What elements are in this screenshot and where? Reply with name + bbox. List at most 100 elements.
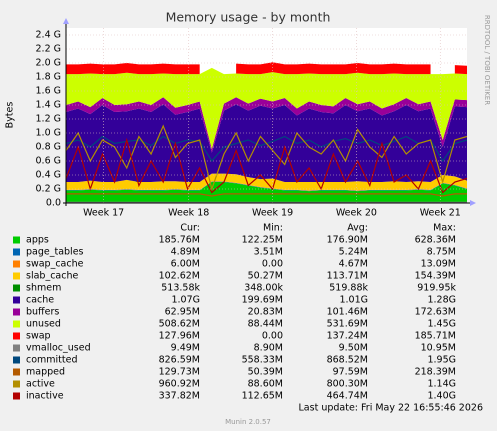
legend-value: 508.62M	[159, 319, 200, 330]
legend-value: 20.83M	[248, 307, 283, 318]
legend-name: vmalloc_used	[26, 343, 91, 354]
y-tick-label: 0.0	[46, 198, 61, 209]
legend-value: 628.36M	[415, 235, 456, 246]
y-tick-label: 0.2 G	[36, 184, 62, 195]
version: Munin 2.0.57	[225, 418, 271, 426]
legend-value: 800.30M	[327, 379, 368, 390]
legend-swatch	[13, 284, 20, 292]
legend-value: 154.39M	[415, 271, 456, 282]
legend-value: 4.89M	[171, 247, 200, 258]
line-mapped	[66, 193, 467, 197]
y-tick-label: 1.6 G	[36, 86, 62, 97]
legend-value: 97.59M	[333, 367, 368, 378]
legend-value: 0.00	[262, 259, 283, 270]
legend-value: 1.28G	[427, 295, 456, 306]
legend-value: 519.88k	[329, 283, 368, 294]
y-tick-label: 1.2 G	[36, 114, 62, 125]
y-tick-label: 0.6 G	[36, 156, 62, 167]
y-axis-arrow	[63, 18, 69, 24]
legend-swatch	[13, 296, 20, 304]
legend-value: 513.58k	[161, 283, 200, 294]
legend-swatch	[13, 392, 20, 400]
area-page_tables	[66, 181, 467, 192]
legend-name: slab_cache	[26, 271, 78, 282]
legend-value: 199.69M	[242, 295, 283, 306]
x-tick-label: Week 21	[420, 208, 461, 219]
y-tick-label: 0.4 G	[36, 170, 62, 181]
legend-name: active	[26, 379, 55, 390]
legend-value: 4.67M	[339, 259, 368, 270]
legend-header: Max:	[433, 223, 456, 234]
legend-value: 558.33M	[242, 355, 283, 366]
line-inactive	[66, 137, 467, 194]
legend-name: shmem	[26, 283, 61, 294]
legend-swatch	[13, 368, 20, 376]
legend-value: 172.63M	[415, 307, 456, 318]
legend-value: 112.65M	[242, 391, 283, 402]
legend-name: swap_cache	[26, 259, 84, 270]
legend-value: 122.25M	[242, 235, 283, 246]
legend-value: 185.71M	[415, 331, 456, 342]
legend-value: 337.82M	[159, 391, 200, 402]
legend-value: 1.01G	[339, 295, 368, 306]
y-tick-label: 2.0 G	[36, 58, 62, 69]
legend-value: 88.60M	[248, 379, 283, 390]
x-axis-arrow	[470, 200, 476, 206]
legend-value: 9.49M	[171, 343, 200, 354]
x-tick-label: Week 19	[252, 208, 293, 219]
legend-swatch	[13, 332, 20, 340]
legend-name: cache	[26, 295, 54, 306]
area-unused	[66, 67, 467, 150]
legend-name: committed	[26, 355, 78, 366]
chart-title: Memory usage - by month	[166, 10, 331, 25]
legend-header: Avg:	[347, 223, 368, 234]
legend-swatch	[13, 272, 20, 280]
legend-value: 5.24M	[339, 247, 368, 258]
legend-swatch	[13, 380, 20, 388]
x-tick-label: Week 20	[336, 208, 377, 219]
legend-swatch	[13, 248, 20, 256]
legend-value: 1.45G	[427, 319, 456, 330]
legend-value: 531.69M	[327, 319, 368, 330]
legend-value: 88.44M	[248, 319, 283, 330]
plot-area	[66, 62, 467, 203]
legend-value: 137.24M	[327, 331, 368, 342]
legend-value: 3.51M	[254, 247, 283, 258]
legend-value: 113.71M	[327, 271, 368, 282]
legend-name: swap	[26, 331, 51, 342]
legend: Cur: Min: Avg: Max: apps 185.76M 122.25M 176.90…	[13, 223, 456, 402]
legend-value: 101.46M	[327, 307, 368, 318]
area-apps	[66, 182, 467, 203]
legend-header: Cur:	[180, 223, 200, 234]
area-swap_cache	[66, 181, 467, 191]
legend-value: 62.95M	[165, 307, 200, 318]
area-buffers	[66, 97, 467, 153]
legend-name: apps	[26, 235, 49, 246]
legend-name: buffers	[26, 307, 59, 318]
legend-value: 1.07G	[171, 295, 200, 306]
legend-value: 8.90M	[254, 343, 283, 354]
legend-value: 348.00k	[244, 283, 283, 294]
y-tick-label: 1.4 G	[36, 100, 62, 111]
area-swap	[66, 62, 467, 75]
y-tick-label: 1.8 G	[36, 72, 62, 83]
legend-header: Min:	[263, 223, 283, 234]
legend-swatch	[13, 320, 20, 328]
legend-value: 1.95G	[427, 355, 456, 366]
y-tick-label: 2.4 G	[36, 30, 62, 41]
y-tick-label: 1.0 G	[36, 128, 62, 139]
legend-swatch	[13, 236, 20, 244]
y-tick-label: 2.2 G	[36, 44, 62, 55]
legend-value: 102.62M	[159, 271, 200, 282]
y-axis-label: Bytes	[5, 102, 16, 129]
legend-value: 919.95k	[417, 283, 456, 294]
legend-name: unused	[26, 319, 61, 330]
legend-value: 0.00	[262, 331, 283, 342]
line-active	[66, 124, 467, 192]
legend-swatch	[13, 260, 20, 268]
y-tick-label: 0.8 G	[36, 142, 62, 153]
side-text: RRDTOOL / TOBI OETIKER	[483, 15, 491, 105]
legend-value: 1.14G	[427, 379, 456, 390]
